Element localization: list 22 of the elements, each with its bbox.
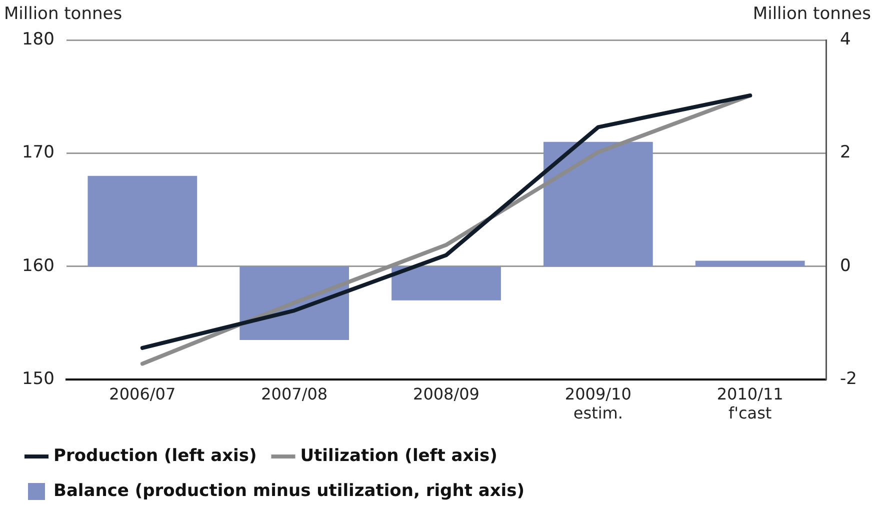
bar (392, 266, 501, 300)
bar (695, 260, 805, 266)
x-tick-label: 2007/08 (261, 384, 328, 404)
legend-label: Utilization (left axis) (300, 446, 498, 466)
y-axis-title: Million tonnes (4, 4, 122, 24)
x-tick-label: 2008/09 (413, 384, 480, 404)
y-tick-label: 150 (22, 369, 54, 390)
y2-tick-label: -2 (840, 369, 858, 390)
legend-label: Balance (production minus utilization, right axis) (54, 480, 525, 501)
y-tick-label: 160 (22, 256, 54, 276)
y-tick-label: 180 (22, 29, 54, 50)
y2-tick-label: 4 (840, 29, 851, 50)
x-tick-label: 2010/11 f'cast (716, 384, 784, 423)
y2-tick-label: 0 (840, 256, 851, 276)
bar (88, 176, 198, 266)
x-tick-label: 2006/07 (109, 384, 176, 404)
legend-label: Production (left axis) (54, 446, 257, 466)
y2-axis-title: Million tonnes (752, 4, 872, 24)
bar (543, 142, 653, 266)
y-tick-label: 170 (22, 142, 54, 163)
y2-tick-label: 2 (840, 142, 851, 163)
x-tick-label: 2009/10 estim. (564, 384, 632, 423)
